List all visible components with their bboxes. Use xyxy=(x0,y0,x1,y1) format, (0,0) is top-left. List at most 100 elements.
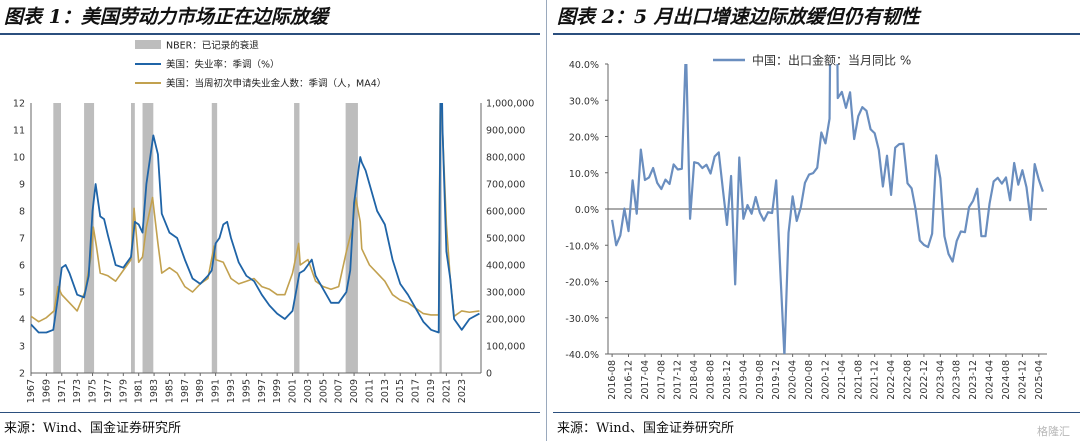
legend-label-1: NBER：已记录的衰退 xyxy=(166,40,259,52)
y-right-tick-label: 500,000 xyxy=(486,234,525,245)
y-right-tick-label: 1,000,000 xyxy=(486,99,534,110)
y-tick-label: -40.0% xyxy=(565,350,599,361)
series-group xyxy=(611,64,1044,354)
x-tick-label: 1997 xyxy=(257,379,268,403)
x-tick-label: 2020-08 xyxy=(804,360,815,400)
figure-2-title: 图表 2：5 月出口增速边际放缓但仍有韧性 xyxy=(557,6,920,28)
y-right-tick-label: 600,000 xyxy=(486,207,525,218)
figure-1-chart: 2 3 4 5 6 7 8 9 10 11 12 0 100,000 200,000 300,000 400,… xyxy=(13,40,534,404)
x-tick-label: 1967 xyxy=(26,379,37,403)
x-tick-label: 2023-04 xyxy=(935,360,946,400)
y-right-tick-label: 100,000 xyxy=(486,342,525,353)
x-tick-label: 2020-12 xyxy=(820,360,831,400)
figure-2-source: 来源：Wind、国金证券研究所 xyxy=(557,421,734,436)
x-tick-label: 2018-04 xyxy=(689,360,700,400)
y-right-tick-label: 800,000 xyxy=(486,153,525,164)
x-tick-label: 2023 xyxy=(457,379,468,403)
y-tick-label: -20.0% xyxy=(565,278,599,289)
series-initial-claims-line xyxy=(31,103,480,323)
figure-2-panel: 图表 2：5 月出口增速边际放缓但仍有韧性 -40.0% -30.0% -20.0%… xyxy=(553,0,1080,441)
x-tick-label: 2024-12 xyxy=(1017,360,1028,400)
y-tick-label: 10.0% xyxy=(569,169,599,180)
recession-band-1 xyxy=(53,103,61,373)
y-left-tick-label: 6 xyxy=(19,261,25,272)
x-tick-label: 1973 xyxy=(72,379,83,403)
x-tick-label: 2023-08 xyxy=(952,360,963,400)
x-tick-label: 2022-08 xyxy=(903,360,914,400)
figure-1-source: 来源：Wind、国金证券研究所 xyxy=(4,421,181,436)
x-tick-label: 2018-12 xyxy=(722,360,733,400)
x-tick-label: 1971 xyxy=(57,379,68,403)
y-tick-label: 30.0% xyxy=(569,96,599,107)
x-tick-label: 1983 xyxy=(149,379,160,403)
x-tick-label: 2016-12 xyxy=(624,360,635,400)
x-tick-label: 2021 xyxy=(441,379,452,403)
legend-swatch-recession xyxy=(135,40,161,49)
series-group xyxy=(31,103,480,334)
series-unemployment-line xyxy=(31,103,480,334)
figure-1-source-rule xyxy=(0,412,540,413)
recession-band-5 xyxy=(211,103,218,373)
y-right-tick-label: 200,000 xyxy=(486,315,525,326)
y-right-tick-label: 0 xyxy=(486,369,492,380)
x-tick-label: 2022-12 xyxy=(919,360,930,400)
y-tick-label: -10.0% xyxy=(565,241,599,252)
x-tick-label: 2021-08 xyxy=(853,360,864,400)
x-tick-label: 2019-04 xyxy=(738,360,749,400)
figure-1-panel: 图表 1：美国劳动力市场正在边际放缓 2 3 4 5 6 7 8 9 10 11 12 0 100,00… xyxy=(0,6,540,436)
watermark-logo: 格隆汇 xyxy=(1037,425,1070,438)
figure-1-title: 图表 1：美国劳动力市场正在边际放缓 xyxy=(4,6,328,28)
x-tick-label: 2015 xyxy=(395,379,406,403)
figure-1-title-rule xyxy=(0,33,540,35)
x-tick-label: 1995 xyxy=(241,379,252,403)
x-tick-label: 1977 xyxy=(103,379,114,403)
x-tick-label: 1987 xyxy=(180,379,191,403)
recession-band-6 xyxy=(294,103,300,373)
y-left-tick-label: 7 xyxy=(19,234,25,245)
x-tick-label: 1991 xyxy=(211,379,222,403)
y-left-tick-label: 3 xyxy=(19,342,25,353)
x-tick-label: 1975 xyxy=(88,379,99,403)
x-tick-label: 1981 xyxy=(134,379,145,403)
figure-2-title-rule xyxy=(553,33,1080,35)
x-tick-label: 2020-04 xyxy=(788,360,799,400)
y-left-tick-label: 11 xyxy=(13,126,25,137)
x-tick-label: 2003 xyxy=(303,379,314,403)
x-tick-label: 1993 xyxy=(226,379,237,403)
figure-2-source-rule xyxy=(553,412,1080,413)
x-tick-label: 2005 xyxy=(318,379,329,403)
y-right-tick-label: 900,000 xyxy=(486,126,525,137)
y-left-tick-label: 2 xyxy=(19,369,25,380)
x-tick-label: 2021-04 xyxy=(837,360,848,400)
x-tick-label: 2021-12 xyxy=(870,360,881,400)
x-tick-label: 2019-12 xyxy=(771,360,782,400)
series-export-yoy-line xyxy=(611,64,1044,354)
y-left-tick-label: 4 xyxy=(19,315,25,326)
x-tick-label: 2024-08 xyxy=(1001,360,1012,400)
x-tick-label: 1979 xyxy=(118,379,129,403)
figure-2-chart: -40.0% -30.0% -20.0% -10.0% 0.0% 10.0% 20.0% 30… xyxy=(565,53,1047,400)
y-left-tick-label: 8 xyxy=(19,207,25,218)
x-tick-label: 2017-04 xyxy=(640,360,651,400)
x-tick-label: 1999 xyxy=(272,379,283,403)
y-left-tick-label: 12 xyxy=(13,99,25,110)
x-tick-label: 2017-12 xyxy=(673,360,684,400)
x-tick-label: 2019 xyxy=(426,379,437,403)
x-tick-label: 2007 xyxy=(334,379,345,403)
y-left-tick-label: 10 xyxy=(13,153,25,164)
y-tick-label: -30.0% xyxy=(565,314,599,325)
x-tick-label: 1969 xyxy=(41,379,52,403)
y-left-tick-label: 5 xyxy=(19,288,25,299)
y-right-tick-label: 700,000 xyxy=(486,180,525,191)
x-tick-label: 1989 xyxy=(195,379,206,403)
x-tick-label: 2016-08 xyxy=(607,360,618,400)
y-right-tick-label: 400,000 xyxy=(486,261,525,272)
recession-band-4 xyxy=(142,103,154,373)
x-tick-label: 2009 xyxy=(349,379,360,403)
recession-band-8 xyxy=(439,103,442,373)
x-tick-label: 1985 xyxy=(164,379,175,403)
legend-label-3: 美国：当周初次申请失业金人数：季调（人，MA4） xyxy=(166,78,386,90)
y-left-tick-label: 9 xyxy=(19,180,25,191)
x-tick-label: 2024-04 xyxy=(985,360,996,400)
y-tick-label: 20.0% xyxy=(569,133,599,144)
